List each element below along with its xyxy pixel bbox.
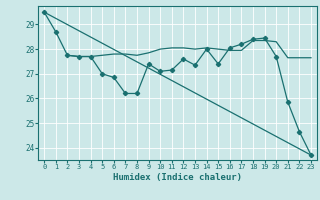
X-axis label: Humidex (Indice chaleur): Humidex (Indice chaleur): [113, 173, 242, 182]
